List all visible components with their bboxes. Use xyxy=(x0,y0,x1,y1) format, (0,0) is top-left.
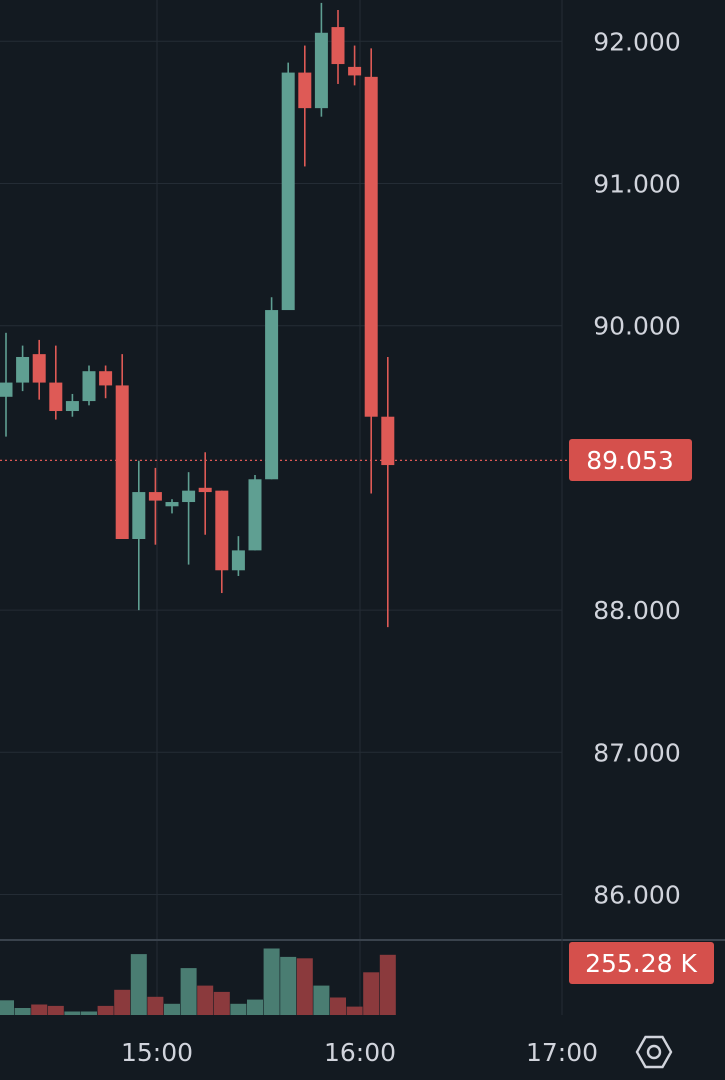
current-price-label: 89.053 xyxy=(586,446,673,475)
volume-bar xyxy=(47,1005,64,1015)
candle-body xyxy=(215,490,229,571)
candle-body xyxy=(281,72,295,311)
volume-bar xyxy=(197,985,214,1015)
current-price-badge xyxy=(569,439,692,481)
settings-icon[interactable] xyxy=(635,1035,673,1069)
volume-bar xyxy=(247,999,263,1015)
volume-bar xyxy=(147,996,164,1015)
y-tick-label: 88.000 xyxy=(593,596,680,625)
volume-label: 255.28 K xyxy=(585,949,697,978)
volume-bar xyxy=(114,989,131,1015)
volume-bar xyxy=(213,991,230,1015)
candle-body xyxy=(49,382,63,412)
candle-body xyxy=(265,310,279,480)
volume-badge xyxy=(569,942,714,984)
x-tick-label: 15:00 xyxy=(121,1038,193,1067)
volume-bar xyxy=(296,958,313,1015)
volume-bar xyxy=(31,1004,48,1015)
y-tick-label: 90.000 xyxy=(593,312,680,341)
candle-body xyxy=(165,502,179,507)
volume-bar xyxy=(379,954,396,1015)
candle-body xyxy=(198,487,212,493)
candle-body xyxy=(348,66,362,76)
volume-bar xyxy=(280,956,297,1015)
volume-bar xyxy=(14,1008,31,1015)
candle-body xyxy=(314,32,328,109)
volume-bar xyxy=(164,1003,180,1015)
volume-bar xyxy=(64,1011,81,1015)
candle-body xyxy=(132,492,146,539)
candle-body xyxy=(298,72,312,109)
volume-bar xyxy=(230,1003,247,1015)
candle-body xyxy=(331,27,345,65)
y-tick-label: 86.000 xyxy=(593,881,680,910)
volume-bar xyxy=(313,985,330,1015)
candle-layer xyxy=(0,2,395,628)
candle-body xyxy=(231,550,245,571)
x-tick-label: 17:00 xyxy=(526,1038,598,1067)
candle-body xyxy=(82,371,96,402)
volume-bar xyxy=(330,997,346,1015)
candle-body xyxy=(32,354,46,383)
volume-layer xyxy=(0,948,396,1015)
grid-layer xyxy=(0,0,725,1015)
candle-body xyxy=(99,371,113,386)
candle-body xyxy=(115,385,129,539)
candle-body xyxy=(364,76,378,417)
candle-body xyxy=(16,356,30,383)
volume-bar xyxy=(346,1006,363,1015)
candle-body xyxy=(65,401,79,412)
label-layer: 89.053 255.28 K xyxy=(569,439,714,1069)
volume-bar xyxy=(97,1005,114,1015)
axis-layer: 92.000 91.000 90.000 88.000 87.000 86.000 15:0… xyxy=(121,27,681,1067)
y-tick-label: 87.000 xyxy=(593,738,680,767)
volume-bar xyxy=(363,972,380,1015)
volume-bar xyxy=(180,968,197,1015)
y-tick-label: 91.000 xyxy=(593,170,680,199)
volume-bar xyxy=(81,1011,97,1015)
volume-bar xyxy=(130,954,147,1015)
candle-body xyxy=(248,479,262,551)
volume-bar xyxy=(0,1000,14,1015)
volume-bar xyxy=(263,948,280,1015)
candle-body xyxy=(182,490,196,503)
candle-body xyxy=(0,382,13,397)
candle-body xyxy=(381,416,395,466)
candle-body xyxy=(148,492,162,501)
y-tick-label: 92.000 xyxy=(593,27,680,56)
x-tick-label: 16:00 xyxy=(324,1038,396,1067)
